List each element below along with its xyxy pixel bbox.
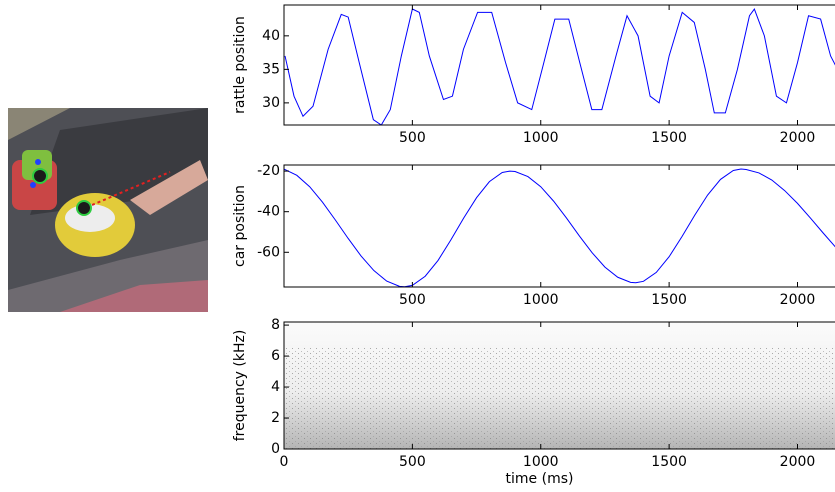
x-tick-label: 1500	[651, 454, 687, 470]
y-tick-label: 40	[262, 28, 280, 44]
data-line	[284, 168, 835, 287]
panel: 500 1000 1500 2000 30 35 40 rattle position	[232, 4, 835, 146]
x-tick-label: 1000	[523, 130, 559, 146]
y-axis-label: frequency (kHz)	[232, 330, 248, 442]
y-tick-label: 35	[262, 61, 280, 77]
y-axis-label: car position	[232, 185, 248, 267]
x-tick-label: 1500	[651, 292, 687, 308]
plot-frame	[283, 321, 835, 450]
x-tick-label: 500	[399, 454, 426, 470]
y-tick-label: -40	[257, 204, 280, 220]
y-tick-label: 0	[271, 441, 280, 457]
panel: 0 500 1000 1500 2000 0 2 4 6 8 frequency (kHz) time…	[232, 317, 835, 487]
data-line	[284, 7, 835, 125]
y-tick-label: 30	[262, 95, 280, 111]
x-tick-label: 2000	[780, 454, 816, 470]
x-axis-label: time (ms)	[506, 471, 574, 487]
spectrogram-noise	[284, 347, 835, 449]
plot-frame	[283, 4, 835, 126]
x-tick-label: 2000	[780, 130, 816, 146]
y-tick-label: -60	[257, 244, 280, 260]
y-tick-label: -20	[257, 163, 280, 179]
x-tick-label: 2000	[780, 292, 816, 308]
x-tick-label: 1000	[523, 292, 559, 308]
x-tick-label: 1000	[523, 454, 559, 470]
x-tick-label: 500	[399, 130, 426, 146]
panel: 500 1000 1500 2000 -60 -40 -20 car position	[232, 163, 835, 308]
x-tick-label: 0	[280, 454, 289, 470]
x-tick-label: 1500	[651, 130, 687, 146]
plot-frame	[283, 164, 835, 288]
y-tick-label: 6	[271, 348, 280, 364]
photo	[8, 108, 208, 312]
y-tick-label: 4	[271, 379, 280, 395]
y-tick-label: 2	[271, 410, 280, 426]
y-axis-label: rattle position	[232, 16, 248, 114]
x-tick-label: 500	[399, 292, 426, 308]
y-tick-label: 8	[271, 317, 280, 333]
